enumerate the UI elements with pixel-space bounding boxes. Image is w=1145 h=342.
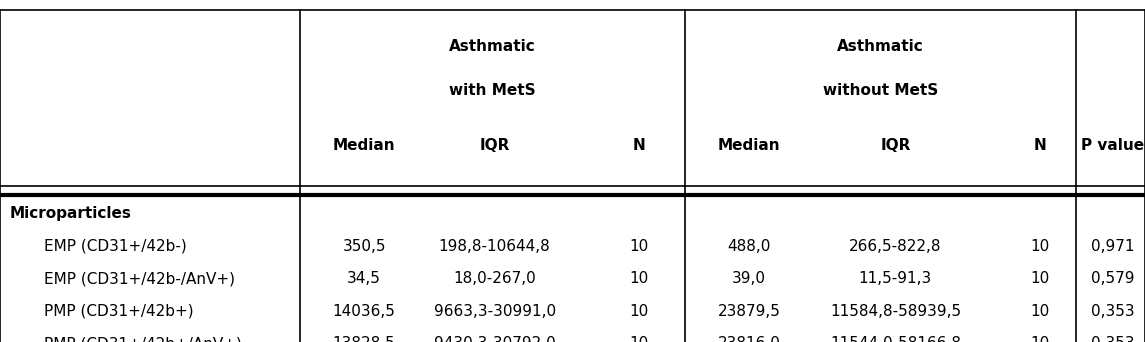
Text: Microparticles: Microparticles: [9, 206, 131, 221]
Text: 10: 10: [1030, 239, 1049, 254]
Text: IQR: IQR: [480, 138, 510, 153]
Text: 0,353: 0,353: [1091, 304, 1135, 319]
Text: Asthmatic: Asthmatic: [449, 39, 536, 54]
Text: N: N: [632, 138, 646, 153]
Text: IQR: IQR: [881, 138, 910, 153]
Text: 11584,8-58939,5: 11584,8-58939,5: [830, 304, 961, 319]
Text: 488,0: 488,0: [727, 239, 771, 254]
Text: 11544,0-58166,8: 11544,0-58166,8: [830, 336, 961, 342]
Text: 10: 10: [1030, 304, 1049, 319]
Text: 14036,5: 14036,5: [333, 304, 395, 319]
Text: 0,579: 0,579: [1091, 271, 1135, 286]
Text: 18,0-267,0: 18,0-267,0: [453, 271, 536, 286]
Text: Median: Median: [333, 138, 395, 153]
Text: 350,5: 350,5: [342, 239, 386, 254]
Text: 10: 10: [1030, 336, 1049, 342]
Text: 11,5-91,3: 11,5-91,3: [859, 271, 932, 286]
Text: 10: 10: [630, 271, 648, 286]
Text: 39,0: 39,0: [732, 271, 766, 286]
Text: 10: 10: [630, 304, 648, 319]
Text: 0,353: 0,353: [1091, 336, 1135, 342]
Text: 198,8-10644,8: 198,8-10644,8: [439, 239, 551, 254]
Text: Asthmatic: Asthmatic: [837, 39, 924, 54]
Text: EMP (CD31+/42b-): EMP (CD31+/42b-): [44, 239, 187, 254]
Text: Median: Median: [718, 138, 780, 153]
Text: 10: 10: [630, 239, 648, 254]
Text: with MetS: with MetS: [449, 83, 536, 98]
Text: 9663,3-30991,0: 9663,3-30991,0: [434, 304, 555, 319]
Text: 23816,0: 23816,0: [718, 336, 780, 342]
Text: 34,5: 34,5: [347, 271, 381, 286]
Text: EMP (CD31+/42b-/AnV+): EMP (CD31+/42b-/AnV+): [44, 271, 235, 286]
Text: 266,5-822,8: 266,5-822,8: [850, 239, 941, 254]
Text: PMP (CD31+/42b+): PMP (CD31+/42b+): [44, 304, 194, 319]
Text: 10: 10: [630, 336, 648, 342]
Text: P value: P value: [1081, 138, 1145, 153]
Text: 10: 10: [1030, 271, 1049, 286]
Text: N: N: [1033, 138, 1047, 153]
Text: 9430,3-30792,0: 9430,3-30792,0: [434, 336, 555, 342]
Text: PMP (CD31+/42b+/AnV+): PMP (CD31+/42b+/AnV+): [44, 336, 242, 342]
Text: 23879,5: 23879,5: [718, 304, 780, 319]
Text: 0,971: 0,971: [1091, 239, 1135, 254]
Text: without MetS: without MetS: [823, 83, 938, 98]
Text: 13828,5: 13828,5: [333, 336, 395, 342]
